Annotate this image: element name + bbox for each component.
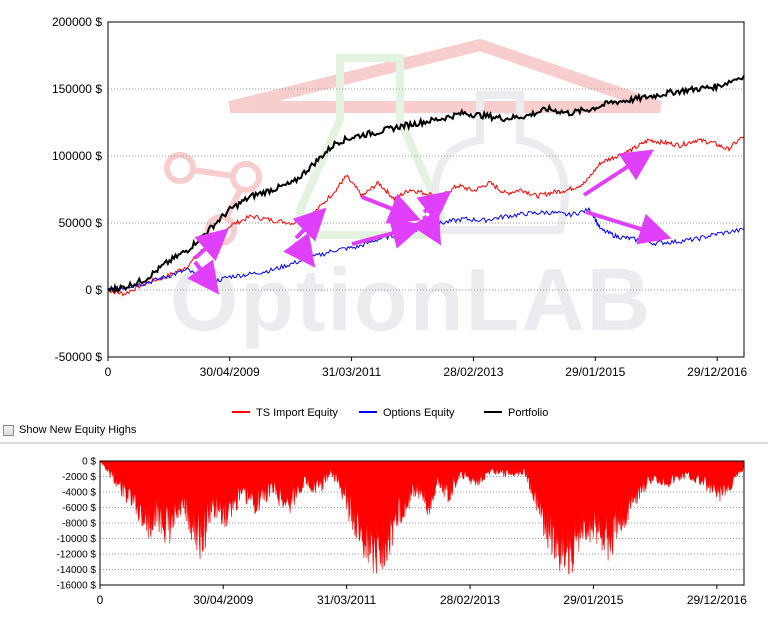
drawdown-y-tick-label: -4000 $ xyxy=(62,488,96,499)
arrow-4 xyxy=(283,232,316,268)
checkbox-box[interactable] xyxy=(3,424,14,436)
main-y-tick-label: 50000 $ xyxy=(59,216,103,230)
main-y-tick-label: 200000 $ xyxy=(52,15,102,29)
drawdown-area xyxy=(99,460,745,575)
drawdown-x-axis: 0 30/04/2009 31/03/2011 28/02/2013 29/01/201… xyxy=(97,585,747,607)
series-line-portfolio xyxy=(107,75,745,295)
drawdown-y-axis: 0 $ -2000 $ -4000 $ -6000 $ -8000 $ -10000 $ -… xyxy=(57,457,97,592)
arrow-6 xyxy=(361,193,422,224)
drawdown-y-tick-label: -12000 $ xyxy=(57,550,97,561)
show-new-equity-highs-label: Show New Equity Highs xyxy=(19,424,137,436)
drawdown-y-tick-label: -8000 $ xyxy=(62,519,96,530)
main-x-tick-label: 29/12/2016 xyxy=(687,365,747,379)
watermark-beaker-icon xyxy=(431,91,569,234)
drawdown-x-tick-label: 30/04/2009 xyxy=(193,593,253,607)
arrow-10 xyxy=(585,210,672,245)
main-y-tick-label: 150000 $ xyxy=(52,82,102,96)
arrow-2 xyxy=(187,259,220,295)
drawdown-y-tick-label: -10000 $ xyxy=(57,534,97,545)
main-y-tick-label: -50000 $ xyxy=(55,350,103,364)
chart-legend: TS Import Equity Options Equity Portfolio xyxy=(232,407,548,419)
legend-label: Options Equity xyxy=(383,407,455,419)
legend-label: Portfolio xyxy=(508,407,548,419)
main-x-tick-label: 31/03/2011 xyxy=(322,365,381,379)
main-y-tick-label: 0 $ xyxy=(85,283,102,297)
drawdown-x-tick-label: 0 xyxy=(97,593,104,607)
main-y-tick-label: 100000 $ xyxy=(52,149,102,163)
main-x-axis: 0 30/04/2009 31/03/2011 28/02/2013 29/01/201… xyxy=(105,357,748,379)
drawdown-x-tick-label: 29/12/2016 xyxy=(687,593,747,607)
main-x-tick-label: 30/04/2009 xyxy=(200,365,260,379)
main-y-axis: -50000 $ 0 $ 50000 $ 100000 $ 150000 $ 200000… xyxy=(52,15,102,364)
drawdown-y-tick-label: -16000 $ xyxy=(57,581,97,592)
equity-chart: -50000 $ 0 $ 50000 $ 100000 $ 150000 $ 200000… xyxy=(52,15,748,379)
main-x-tick-label: 29/01/2015 xyxy=(565,365,625,379)
drawdown-x-tick-label: 28/02/2013 xyxy=(440,593,500,607)
optionlab-watermark: OptionLAB xyxy=(164,38,662,349)
drawdown-y-tick-label: -14000 $ xyxy=(57,565,97,576)
watermark-house-roof xyxy=(228,38,662,113)
show-new-equity-highs-checkbox[interactable]: Show New Equity Highs xyxy=(3,424,136,436)
watermark-molecule-icon xyxy=(164,152,262,246)
drawdown-y-tick-label: 0 $ xyxy=(82,457,96,468)
annotation-arrows xyxy=(187,149,672,295)
arrow-8 xyxy=(411,209,442,246)
main-plot-border xyxy=(107,21,745,358)
watermark-text: OptionLAB xyxy=(170,250,652,349)
main-x-tick-label: 28/02/2013 xyxy=(443,365,503,379)
drawdown-chart: 0 $ -2000 $ -4000 $ -6000 $ -8000 $ -10000 $ -… xyxy=(57,457,748,608)
drawdown-y-tick-label: -6000 $ xyxy=(62,503,96,514)
legend-label: TS Import Equity xyxy=(256,407,338,419)
drawdown-y-tick-label: -2000 $ xyxy=(62,472,96,483)
drawdown-x-tick-label: 31/03/2011 xyxy=(317,593,376,607)
arrow-9 xyxy=(582,149,655,197)
arrow-7 xyxy=(416,190,452,223)
arrow-1 xyxy=(193,228,230,262)
drawdown-plot-border xyxy=(99,460,745,586)
arrow-5 xyxy=(351,217,424,249)
drawdown-x-tick-label: 29/01/2015 xyxy=(563,593,623,607)
main-x-tick-label: 0 xyxy=(105,365,112,379)
drawdown-area-group xyxy=(99,460,745,575)
